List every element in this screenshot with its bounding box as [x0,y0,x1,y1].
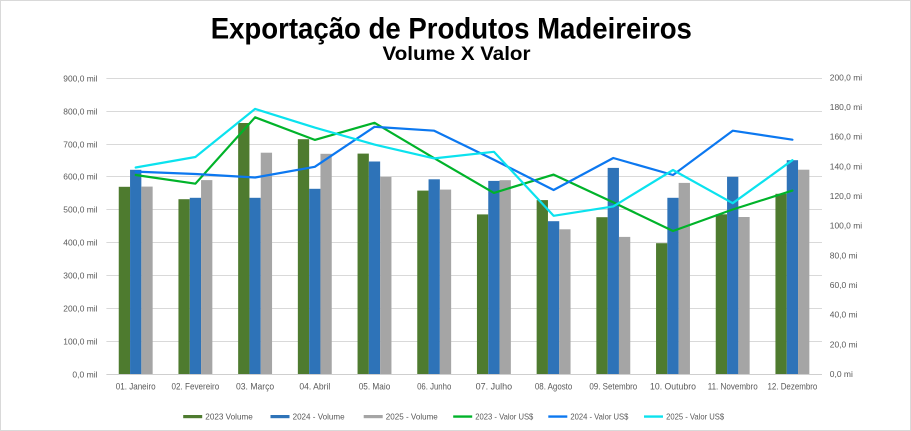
svg-text:12. Dezembro: 12. Dezembro [767,381,817,391]
svg-text:11. Novembro: 11. Novembro [708,381,758,391]
svg-text:09. Setembro: 09. Setembro [589,381,637,391]
svg-text:04. Abril: 04. Abril [299,381,330,391]
svg-text:300,0 mil: 300,0 mil [63,270,97,280]
svg-text:180,0 mi: 180,0 mi [830,102,862,112]
svg-text:01. Janeiro: 01. Janeiro [116,381,156,391]
svg-text:05. Maio: 05. Maio [359,381,391,391]
svg-text:200,0 mi: 200,0 mi [830,72,862,82]
svg-text:10. Outubro: 10. Outubro [650,381,696,391]
svg-text:60,0 mi: 60,0 mi [830,280,858,290]
svg-text:03. Março: 03. Março [236,381,274,391]
svg-text:Exportação de Produtos Madeire: Exportação de Produtos Madeireiros [211,13,692,46]
svg-text:20,0 mi: 20,0 mi [830,339,858,349]
svg-text:2025 - Valor US$: 2025 - Valor US$ [666,411,724,421]
svg-text:500,0 mil: 500,0 mil [63,204,97,214]
svg-text:700,0 mil: 700,0 mil [63,139,97,149]
svg-text:80,0 mi: 80,0 mi [830,250,858,260]
svg-text:2025 - Volume: 2025 - Volume [386,411,438,421]
svg-text:2024 - Valor US$: 2024 - Valor US$ [570,411,628,421]
svg-text:40,0 mi: 40,0 mi [830,310,858,320]
svg-text:100,0 mi: 100,0 mi [830,221,862,231]
svg-text:160,0 mi: 160,0 mi [830,132,862,142]
svg-text:0,0 mi: 0,0 mi [830,369,853,379]
svg-text:06. Junho: 06. Junho [417,381,451,391]
svg-text:200,0 mil: 200,0 mil [63,303,97,313]
svg-text:100,0 mil: 100,0 mil [63,336,97,346]
svg-text:Volume X Valor: Volume X Valor [383,44,531,65]
svg-text:120,0 mi: 120,0 mi [830,191,862,201]
svg-text:140,0 mi: 140,0 mi [830,161,862,171]
svg-text:600,0 mil: 600,0 mil [63,171,97,181]
svg-text:2024 - Volume: 2024 - Volume [293,411,345,421]
svg-text:0,0 mil: 0,0 mil [72,369,97,379]
svg-text:900,0 mil: 900,0 mil [63,73,97,83]
svg-text:800,0 mil: 800,0 mil [63,106,97,116]
svg-text:02. Fevereiro: 02. Fevereiro [172,381,220,391]
svg-text:07. Julho: 07. Julho [476,381,513,391]
svg-text:08. Agosto: 08. Agosto [535,381,572,391]
svg-text:2023 - Valor US$: 2023 - Valor US$ [475,411,533,421]
svg-text:2023 Volume: 2023 Volume [205,411,253,421]
svg-text:400,0 mil: 400,0 mil [63,237,97,247]
